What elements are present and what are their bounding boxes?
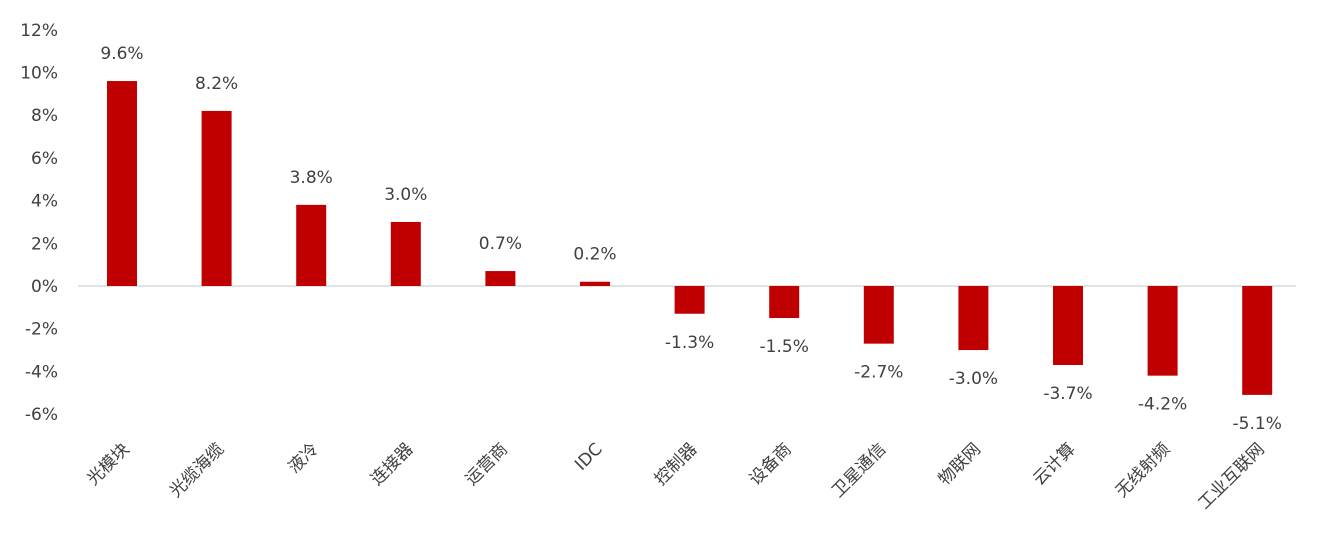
x-tick-label: 光模块 [83, 439, 133, 489]
data-label: 0.2% [573, 245, 616, 265]
y-tick-label: -6% [25, 405, 58, 425]
x-axis: 光模块 光缆海缆 液冷 连接器 运营商 IDC 控制器 设备商 卫星通信 物联网 云计算 无线射频 工业… [83, 439, 1268, 513]
data-label: 3.8% [290, 168, 333, 188]
bar [1242, 286, 1273, 395]
data-label: -4.2% [1138, 395, 1187, 415]
x-tick-label: 光缆海缆 [166, 439, 228, 501]
y-tick-label: 10% [20, 64, 58, 84]
x-tick-label: 控制器 [651, 439, 701, 489]
bar [958, 286, 989, 351]
x-tick-label: IDC [571, 439, 606, 474]
bar [1053, 286, 1083, 365]
bar [390, 221, 421, 286]
y-axis: 12% 10% 8% 6% 4% 2% 0% -2% -4% -6% [20, 21, 58, 425]
bar [769, 286, 800, 319]
bar [485, 271, 516, 286]
bar [580, 281, 610, 286]
bar [201, 110, 232, 287]
x-tick-label: 无线射频 [1112, 439, 1174, 501]
y-tick-label: 8% [31, 106, 58, 126]
data-label: 8.2% [195, 74, 238, 94]
data-label: 9.6% [100, 44, 143, 64]
y-tick-label: 12% [20, 21, 58, 41]
data-label: 3.0% [384, 185, 427, 205]
y-tick-label: -4% [25, 362, 58, 382]
bars [107, 81, 1273, 395]
data-label: 0.7% [479, 234, 522, 254]
data-labels: 9.6% 8.2% 3.8% 3.0% 0.7% 0.2% -1.3% -1.5% -2.7% -… [100, 44, 1281, 434]
bar [863, 286, 894, 344]
y-tick-label: 0% [31, 277, 58, 297]
y-tick-label: 6% [31, 149, 58, 169]
bar [1147, 286, 1178, 376]
x-tick-label: 卫星通信 [828, 439, 890, 501]
data-label: -1.5% [760, 337, 809, 357]
x-tick-label: 连接器 [367, 439, 417, 489]
y-tick-label: -2% [25, 320, 58, 340]
x-tick-label: 工业互联网 [1194, 439, 1268, 513]
bar [296, 204, 327, 286]
x-tick-label: 云计算 [1029, 439, 1079, 489]
y-tick-label: 2% [31, 234, 58, 254]
bar [674, 286, 705, 314]
data-label: -2.7% [854, 363, 903, 383]
x-tick-label: 物联网 [935, 439, 985, 489]
data-label: -3.7% [1043, 384, 1092, 404]
bar [107, 81, 137, 286]
data-label: -3.0% [949, 369, 998, 389]
x-tick-label: 液冷 [285, 439, 323, 477]
x-tick-label: 设备商 [746, 439, 796, 489]
x-tick-label: 运营商 [462, 439, 512, 489]
data-label: -1.3% [665, 333, 714, 353]
y-tick-label: 4% [31, 192, 58, 212]
data-label: -5.1% [1233, 414, 1282, 434]
